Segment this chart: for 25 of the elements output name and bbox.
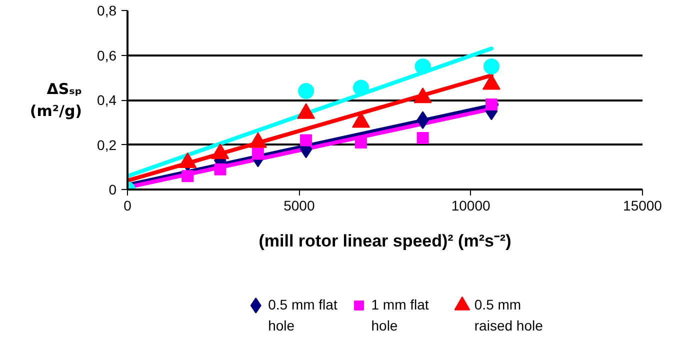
y-tick-label: 0,6 bbox=[97, 47, 117, 64]
point bbox=[352, 80, 369, 96]
x-tick-label: 15000 bbox=[623, 198, 662, 214]
x-axis-title: (mill rotor linear speed)² (m²s⁻²) bbox=[258, 232, 512, 250]
y-tick-label: 0,4 bbox=[97, 92, 117, 108]
point bbox=[300, 134, 312, 146]
point bbox=[483, 58, 500, 74]
x-tick-label: 0 bbox=[124, 198, 132, 214]
x-tick-label: 5000 bbox=[284, 198, 315, 214]
point bbox=[416, 132, 429, 144]
legend-label: 0.5 mm raised hole bbox=[474, 296, 544, 334]
point bbox=[298, 83, 314, 100]
point bbox=[485, 98, 498, 110]
x-tick-label: 10000 bbox=[451, 198, 491, 214]
point bbox=[252, 148, 264, 160]
y-tick-label: 0,8 bbox=[97, 2, 117, 18]
legend-label: 1 mm flat hole bbox=[371, 296, 429, 334]
point bbox=[182, 170, 194, 182]
legend-label: 0.5 mm flat hole bbox=[268, 296, 338, 334]
y-axis-title: ΔSₛₚ (m²/g) bbox=[30, 80, 82, 120]
point bbox=[214, 163, 226, 176]
y-tick-label: 0,2 bbox=[97, 136, 117, 153]
y-tick-label: 0 bbox=[108, 182, 117, 198]
point bbox=[354, 136, 367, 149]
point bbox=[414, 58, 431, 74]
